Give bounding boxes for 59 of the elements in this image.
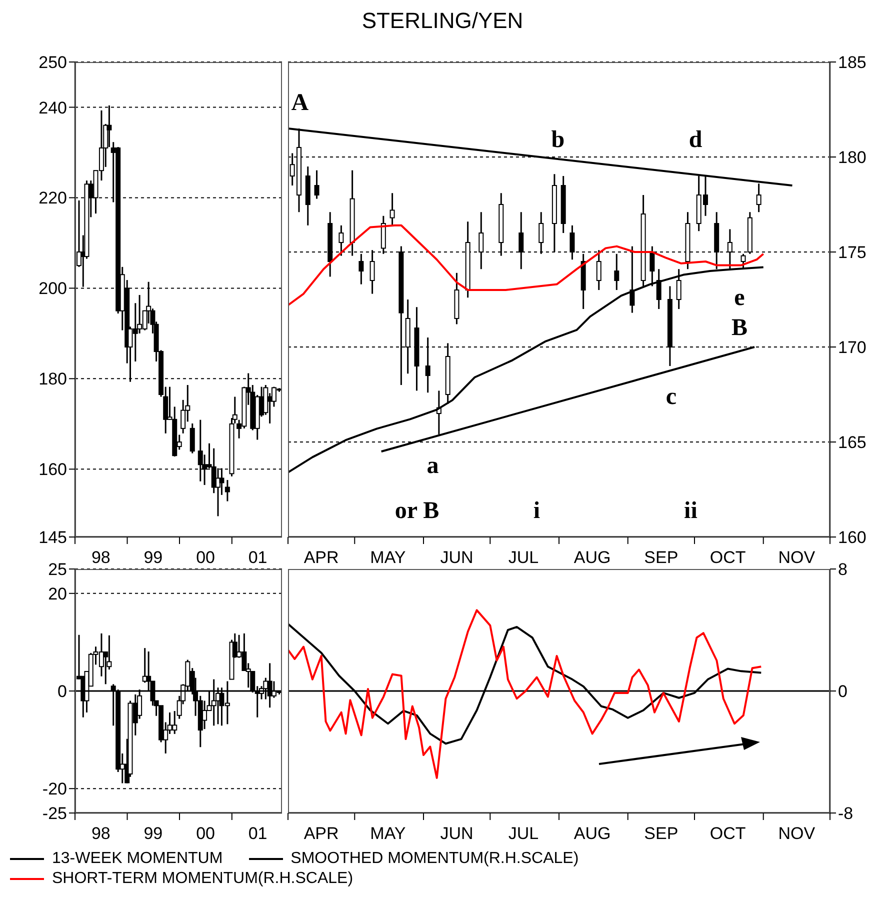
legend-label: SMOOTHED MOMENTUM(R.H.SCALE) <box>290 850 579 868</box>
legend-label: SHORT-TERM MOMENTUM(R.H.SCALE) <box>52 870 354 888</box>
y-tick-label: 8 <box>838 560 848 580</box>
x-tick-label: 01 <box>248 548 268 567</box>
annotation: d <box>688 127 702 154</box>
x-tick-label: AUG <box>574 824 611 843</box>
annotation: A <box>291 90 309 116</box>
y-tick-label: 20 <box>48 584 67 604</box>
x-tick-label: APR <box>304 548 339 567</box>
x-tick-label: NOV <box>778 548 816 567</box>
x-tick-label: OCT <box>710 824 746 843</box>
y-tick-label: 0 <box>58 682 67 702</box>
chart-title: STERLING/YEN <box>360 8 524 34</box>
y-tick-label: -25 <box>42 804 67 824</box>
x-tick-label: SEP <box>644 548 678 567</box>
annotation: c <box>666 384 677 410</box>
y-tick-label: 240 <box>38 98 67 118</box>
y-tick-label: -20 <box>42 780 67 799</box>
x-tick-label: 99 <box>144 824 163 843</box>
x-tick-label: AUG <box>574 548 611 567</box>
y-tick-label: 165 <box>838 433 866 452</box>
y-tick-label: -8 <box>838 804 854 824</box>
x-tick-label: JUL <box>508 548 539 567</box>
x-tick-label: MAY <box>370 824 406 843</box>
x-tick-label: APR <box>304 824 339 843</box>
y-tick-label: 185 <box>838 53 866 72</box>
y-tick-label: 200 <box>38 279 67 298</box>
annotation: a <box>426 452 439 479</box>
x-tick-label: JUN <box>440 824 474 843</box>
x-tick-label: SEP <box>644 824 678 843</box>
x-tick-label: 00 <box>196 548 216 567</box>
annotation: i <box>533 498 540 524</box>
y-tick-label: 25 <box>48 560 67 580</box>
x-tick-label: 01 <box>248 824 268 843</box>
y-tick-label: 180 <box>38 370 67 389</box>
annotation: e <box>734 285 745 312</box>
y-tick-label: 160 <box>838 528 866 548</box>
x-tick-label: 98 <box>91 548 110 567</box>
x-tick-label: OCT <box>710 548 746 567</box>
y-tick-label: 180 <box>838 148 866 168</box>
y-tick-label: 175 <box>838 243 866 262</box>
annotation: or B <box>394 498 440 524</box>
y-tick-label: 0 <box>838 682 848 702</box>
y-tick-label: 145 <box>38 528 67 548</box>
x-tick-label: NOV <box>778 824 816 843</box>
annotation: b <box>551 127 565 154</box>
x-tick-label: JUN <box>440 548 474 567</box>
y-tick-label: 220 <box>38 188 67 208</box>
annotation: B <box>731 315 748 341</box>
y-tick-label: 160 <box>38 460 67 480</box>
x-tick-label: 99 <box>144 548 163 567</box>
x-tick-label: MAY <box>370 548 406 567</box>
x-tick-label: 98 <box>91 824 110 843</box>
y-tick-label: 170 <box>838 338 866 358</box>
x-tick-label: JUL <box>508 824 539 843</box>
annotation: ii <box>684 498 698 524</box>
y-tick-label: 250 <box>38 53 67 72</box>
legend-label: 13-WEEK MOMENTUM <box>52 850 223 868</box>
x-tick-label: 00 <box>196 824 216 843</box>
